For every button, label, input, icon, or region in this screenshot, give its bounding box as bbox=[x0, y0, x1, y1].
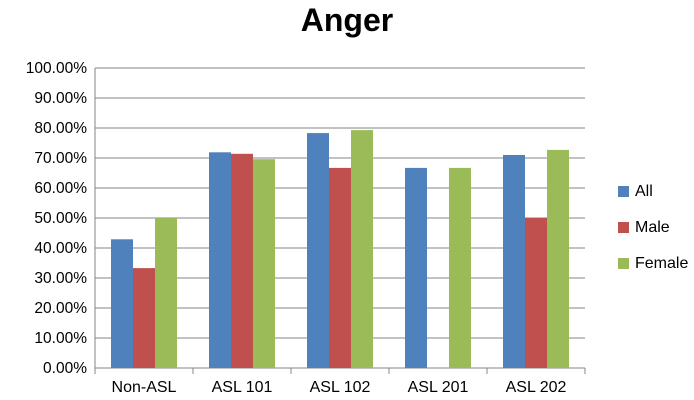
bar-female-asl-102 bbox=[351, 130, 373, 368]
bar-all-asl-202 bbox=[503, 155, 525, 368]
bar-female-non-asl bbox=[155, 218, 177, 368]
bar-male-asl-102 bbox=[329, 167, 351, 368]
x-tick-label: ASL 201 bbox=[408, 379, 469, 396]
legend-label: All bbox=[635, 183, 653, 200]
x-tick-label: ASL 202 bbox=[506, 379, 567, 396]
y-tick-label: 20.00% bbox=[34, 300, 87, 317]
y-tick-label: 100.00% bbox=[26, 60, 87, 77]
y-tick-label: 70.00% bbox=[34, 150, 87, 167]
y-tick-label: 50.00% bbox=[34, 210, 87, 227]
bar-male-asl-202 bbox=[525, 218, 547, 368]
chart-title: Anger bbox=[300, 2, 394, 38]
legend-swatch bbox=[618, 258, 629, 269]
bar-male-non-asl bbox=[133, 268, 155, 368]
y-tick-label: 40.00% bbox=[34, 240, 87, 257]
y-tick-label: 0.00% bbox=[43, 360, 87, 377]
x-tick-label: Non-ASL bbox=[112, 379, 177, 396]
bar-all-asl-102 bbox=[307, 133, 329, 368]
bar-all-asl-201 bbox=[405, 167, 427, 368]
x-tick-label: ASL 102 bbox=[310, 379, 371, 396]
bar-all-asl-101 bbox=[209, 152, 231, 368]
y-tick-label: 60.00% bbox=[34, 180, 87, 197]
bar-male-asl-101 bbox=[231, 153, 253, 368]
y-tick-label: 10.00% bbox=[34, 330, 87, 347]
legend-label: Female bbox=[635, 255, 689, 272]
x-tick-label: ASL 101 bbox=[212, 379, 273, 396]
bar-female-asl-101 bbox=[253, 159, 275, 368]
legend-label: Male bbox=[635, 219, 670, 236]
legend-swatch bbox=[618, 222, 629, 233]
bar-female-asl-202 bbox=[547, 149, 569, 368]
bar-female-asl-201 bbox=[449, 167, 471, 368]
legend-swatch bbox=[618, 186, 629, 197]
bar-all-non-asl bbox=[111, 239, 133, 368]
y-tick-label: 30.00% bbox=[34, 270, 87, 287]
y-tick-label: 90.00% bbox=[34, 90, 87, 107]
y-tick-label: 80.00% bbox=[34, 120, 87, 137]
